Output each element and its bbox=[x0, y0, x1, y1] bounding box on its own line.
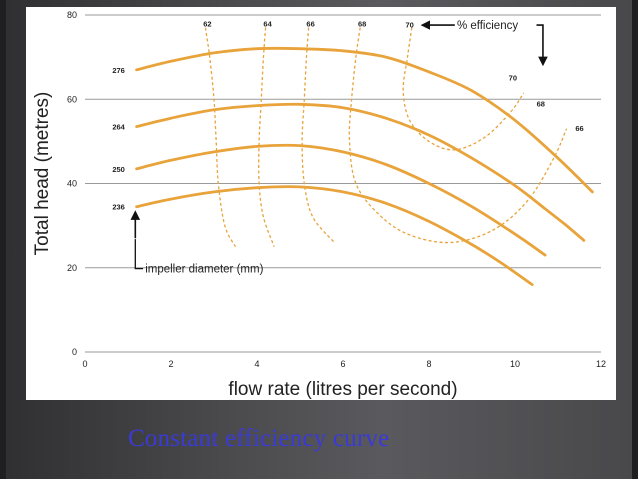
x-tick-label: 4 bbox=[254, 359, 259, 369]
efficiency-label-68: 68 bbox=[358, 20, 366, 29]
efficiency-label-62: 62 bbox=[203, 20, 211, 29]
efficiency-curve-64 bbox=[258, 27, 275, 247]
y-tick-label: 60 bbox=[67, 94, 77, 104]
efficiency-label-70: 70 bbox=[405, 21, 413, 30]
x-tick-label: 0 bbox=[82, 359, 87, 369]
impeller-annotation-label: impeller diameter (mm) bbox=[145, 264, 263, 276]
head-curve-236 bbox=[135, 185, 534, 286]
x-tick-label: 8 bbox=[426, 359, 431, 369]
x-tick-label: 10 bbox=[510, 359, 520, 369]
efficiency-label-64: 64 bbox=[263, 20, 272, 29]
efficiency-label-66: 66 bbox=[306, 20, 314, 29]
efficiency-annotation-label: % efficiency bbox=[457, 20, 518, 32]
slide-edge-right bbox=[632, 0, 638, 479]
y-tick-label: 0 bbox=[72, 347, 77, 357]
efficiency-right-label-66: 66 bbox=[575, 124, 583, 133]
efficiency-curve-70 bbox=[402, 27, 525, 151]
y-tick-label: 40 bbox=[67, 179, 77, 189]
impeller-label-276: 276 bbox=[112, 66, 125, 75]
efficiency-arrow-down bbox=[536, 24, 548, 67]
y-axis-label: Total head (metres) bbox=[32, 92, 53, 256]
efficiency-right-label-70: 70 bbox=[509, 73, 517, 82]
efficiency-curve-66 bbox=[301, 27, 335, 243]
x-tick-label: 2 bbox=[168, 359, 173, 369]
impeller-bracket bbox=[134, 239, 144, 270]
y-tick-label: 80 bbox=[67, 10, 77, 20]
y-tick-label: 20 bbox=[67, 263, 77, 273]
efficiency-right-label-68: 68 bbox=[537, 99, 545, 108]
x-tick-label: 12 bbox=[596, 359, 606, 369]
impeller-label-250: 250 bbox=[112, 165, 125, 174]
x-tick-label: 6 bbox=[340, 359, 345, 369]
head-curve-250 bbox=[135, 143, 547, 257]
head-curve-264 bbox=[135, 102, 586, 242]
impeller-label-236: 236 bbox=[112, 203, 125, 212]
head-curve-276 bbox=[135, 46, 594, 194]
chart-panel: 0 20 40 60 80 0 2 4 6 8 10 12 flow rate (litres per … bbox=[26, 7, 616, 400]
x-axis-label: flow rate (litres per second) bbox=[228, 379, 457, 400]
efficiency-curve-62 bbox=[204, 27, 237, 248]
slide-caption: Constant efficiency curve bbox=[128, 425, 390, 452]
impeller-label-264: 264 bbox=[112, 123, 125, 132]
slide-edge-left bbox=[0, 0, 6, 479]
